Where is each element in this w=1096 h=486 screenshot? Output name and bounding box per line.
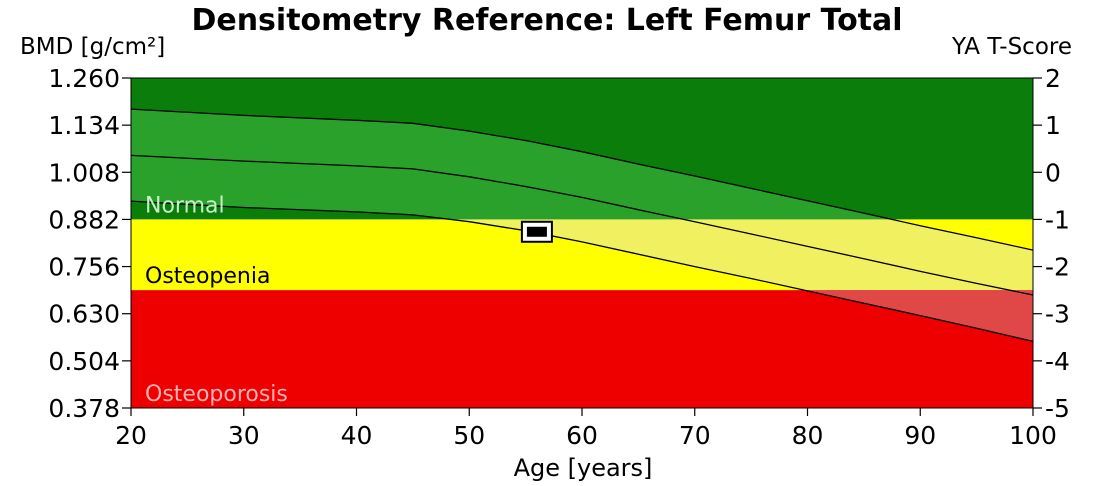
- reference-band-normal: [131, 109, 893, 220]
- zone-label-osteopenia: Osteopenia: [145, 264, 270, 289]
- axes: 1.260 2 1.134 1 1.008 0 0.882 -1 0.756 -2 0.630 -3 0…: [48, 64, 1070, 450]
- left-axis-heading: BMD [g/cm²]: [20, 34, 165, 60]
- right-tick-label: -2: [1045, 253, 1070, 282]
- chart-title: Densitometry Reference: Left Femur Total: [191, 3, 902, 38]
- left-tick-label: 0.630: [48, 300, 120, 329]
- left-tick-label: 0.378: [48, 394, 120, 423]
- x-tick-label: 20: [115, 421, 147, 450]
- right-tick-label: 0: [1045, 158, 1061, 187]
- right-tick-label: -1: [1045, 205, 1070, 234]
- right-tick-label: 1: [1045, 111, 1061, 140]
- x-tick-label: 60: [566, 421, 598, 450]
- zone-label-osteoporosis: Osteoporosis: [145, 382, 288, 407]
- zone-osteoporosis-band: [131, 290, 1033, 408]
- right-tick-label: -4: [1045, 347, 1070, 376]
- right-axis-heading: YA T-Score: [951, 34, 1072, 60]
- zone-label-normal: Normal: [145, 193, 225, 218]
- x-tick-label: 40: [341, 421, 373, 450]
- right-tick-label: -5: [1045, 394, 1070, 423]
- reference-band-osteopenia: [450, 219, 1033, 291]
- right-tick-label: 2: [1045, 64, 1061, 93]
- right-tick-label: -3: [1045, 300, 1070, 329]
- x-tick-label: 70: [679, 421, 711, 450]
- left-tick-label: 0.756: [48, 253, 120, 282]
- x-axis-label: Age [years]: [514, 454, 653, 482]
- plot-area: Normal Osteopenia Osteoporosis: [130, 78, 1034, 408]
- left-tick-label: 0.882: [48, 205, 120, 234]
- x-tick-label: 80: [792, 421, 824, 450]
- reference-band-osteoporosis: [804, 290, 1033, 342]
- left-tick-label: 1.134: [48, 111, 120, 140]
- reference-curve-mean: [130, 154, 1034, 296]
- x-tick-label: 50: [453, 421, 485, 450]
- left-tick-label: 0.504: [48, 347, 120, 376]
- reference-curve-lower: [130, 200, 1034, 343]
- left-tick-label: 1.008: [48, 158, 120, 187]
- patient-marker: [526, 226, 547, 237]
- x-tick-label: 30: [228, 421, 260, 450]
- reference-curve-upper: [130, 108, 1034, 251]
- left-tick-label: 1.260: [48, 64, 120, 93]
- x-tick-label: 100: [1009, 421, 1057, 450]
- x-tick-label: 90: [904, 421, 936, 450]
